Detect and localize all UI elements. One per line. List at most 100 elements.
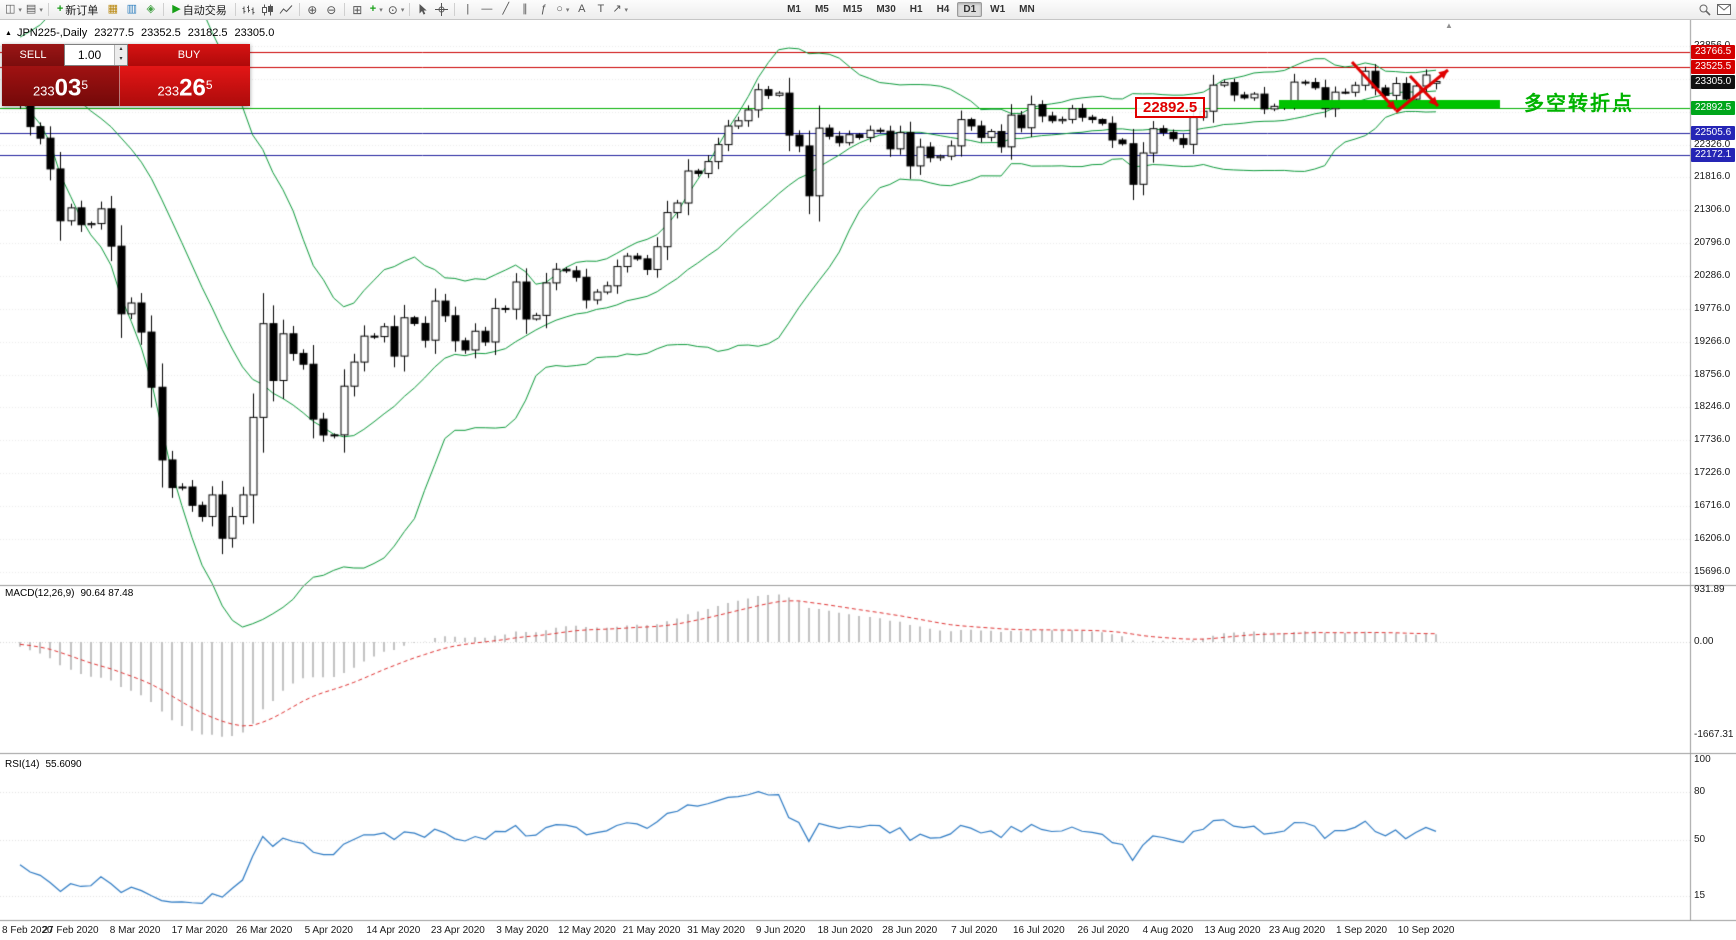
trendline-button[interactable]: ╱ [496,1,515,18]
profiles-button[interactable]: ▤ ▾ [24,1,45,18]
data-window-button[interactable]: ▥ [122,1,141,18]
price-badge-23525.5: 23525.5 [1691,60,1736,75]
turning-point-label[interactable]: 多空转折点 [1524,93,1634,115]
buy-button[interactable]: BUY [128,44,250,66]
indicators-button[interactable]: + ▾ [367,1,386,18]
price-axis-label: 21306.0 [1694,204,1731,216]
chart-line-button[interactable] [277,1,296,18]
price-axis-label: 22326.0 [1694,138,1731,150]
price-axis-label: 16716.0 [1694,500,1731,512]
chart-canvas[interactable] [0,20,1736,940]
rsi-axis-label: 80 [1694,786,1706,797]
profiles-icon: ▤ [25,3,37,15]
fibonacci-button[interactable]: ƒ [534,1,553,18]
tile-windows-icon: ⊞ [352,2,363,17]
new-order-icon: + [56,3,64,15]
crosshair-icon [435,3,449,16]
periods-dropdown-icon[interactable]: ▾ [400,6,405,14]
price-badge-23305.0: 23305.0 [1691,74,1736,89]
new-chart-dropdown-icon[interactable]: ▾ [18,6,22,14]
chart-candles-button[interactable] [258,1,277,18]
timeframe-w1-button[interactable]: W1 [990,4,1006,15]
date-axis-label: 27 Feb 2020 [42,925,99,936]
macd-indicator-label: MACD(12,26,9) 90.64 87.48 [5,588,133,599]
timeframe-m30-button[interactable]: M30 [876,4,896,15]
price-level-label[interactable]: 22892.5 [1135,97,1206,118]
algo-trading-icon: ▶ [172,3,181,15]
rsi-value: 55.6090 [45,759,82,770]
timeframe-h1-button[interactable]: H1 [909,4,923,15]
profiles-dropdown-icon[interactable]: ▾ [39,6,43,14]
shapes-button[interactable]: ○ ▾ [553,1,572,18]
buy-price-prefix: 233 [157,83,180,99]
cursor-button[interactable] [413,1,432,18]
timeframe-m1-button[interactable]: M1 [787,4,801,15]
volume-input[interactable] [65,45,114,65]
zoom-in-button[interactable]: ⊕ [303,1,322,18]
buy-price-big-digits: 26 [179,74,206,102]
timeframe-m15-button[interactable]: M15 [842,4,863,15]
date-axis[interactable]: 8 Feb 2020 27 Feb 2020 8 Mar 2020 17 Mar 20… [0,920,1736,940]
sell-button[interactable]: SELL [2,44,64,66]
new-order-button[interactable]: + 新订单 [52,1,103,18]
sell-price-panel[interactable]: 233035 [2,66,120,106]
price-badge-22172.1: 22172.1 [1691,147,1736,162]
vertical-line-button[interactable]: | [458,1,477,18]
zoom-out-button[interactable]: ⊖ [322,1,341,18]
volume-decrease-button[interactable]: ▾ [115,55,127,65]
toolbar-separator [454,3,456,16]
cursor-icon [417,3,428,16]
text-icon: A [578,3,586,15]
tile-windows-button[interactable]: ⊞ [348,1,367,18]
horizontal-line-icon: ― [481,3,493,15]
equidistant-channel-button[interactable]: ∥ [515,1,534,18]
horizontal-line-button[interactable]: ― [477,1,496,18]
rsi-axis-label: 100 [1694,754,1711,765]
date-axis-label: 28 Jun 2020 [882,925,938,936]
toolbar: ◫ ▾ ▤ ▾ + 新订单 ▦ ▥ ◈ ▶ 自动交易 ⊕ ⊖ ⊞ + ▾ ⊙ ▾ | ― ╱ ∥ ƒ ○ ▾ A T ↗ ▾ M1 M5 M1… [0,0,1736,20]
timeframe-m5-button[interactable]: M5 [814,4,829,15]
rsi-axis-label: 50 [1694,834,1706,845]
market-watch-button[interactable]: ▦ [103,1,122,18]
chart-bars-button[interactable] [239,1,258,18]
zoom-in-icon: ⊕ [307,2,318,17]
toolbar-separator [234,3,236,16]
price-axis-label: 20286.0 [1694,270,1731,282]
arrows-icon: ↗ [612,3,622,15]
date-axis-label: 8 Mar 2020 [109,925,161,936]
new-order-label: 新订单 [65,4,99,17]
search-button[interactable] [1695,1,1714,18]
crosshair-button[interactable] [432,1,451,18]
price-axis-label: 19776.0 [1694,302,1731,314]
date-axis-label: 10 Sep 2020 [1397,925,1455,936]
shapes-dropdown-icon[interactable]: ▾ [565,6,570,14]
trendline-icon: ╱ [502,3,510,15]
buy-price-panel[interactable]: 233265 [120,66,250,106]
volume-increase-button[interactable]: ▴ [115,45,127,55]
toolbar-separator [47,3,49,16]
text-label-icon: T [597,3,605,15]
timeframe-h4-button[interactable]: H4 [936,4,950,15]
date-axis-label: 18 Jun 2020 [817,925,873,936]
text-button[interactable]: A [572,1,591,18]
price-badge-23766.5: 23766.5 [1691,44,1736,59]
timeframe-d1-button[interactable]: D1 [957,2,983,17]
timeframe-mn-button[interactable]: MN [1019,4,1035,15]
search-icon [1698,3,1711,16]
text-label-button[interactable]: T [591,1,610,18]
new-chart-button[interactable]: ◫ ▾ [3,1,24,18]
volume-control: ▴ ▾ [64,44,128,66]
navigator-button[interactable]: ◈ [141,1,160,18]
price-axis[interactable]: 23856.022326.021816.021306.020796.020286… [1690,20,1736,940]
macd-axis-label: -1667.31 [1694,729,1734,741]
chat-button[interactable] [1714,1,1733,18]
indicators-dropdown-icon[interactable]: ▾ [379,6,383,14]
periods-button[interactable]: ⊙ ▾ [386,1,407,18]
indicators-icon: + [369,3,377,15]
arrows-button[interactable]: ↗ ▾ [610,1,630,18]
date-axis-label: 26 Jul 2020 [1077,925,1130,936]
arrows-dropdown-icon[interactable]: ▾ [624,6,629,14]
toolbar-separator [298,3,300,16]
price-axis-label: 16206.0 [1694,532,1731,544]
algo-trading-button[interactable]: ▶ 自动交易 [167,1,231,18]
